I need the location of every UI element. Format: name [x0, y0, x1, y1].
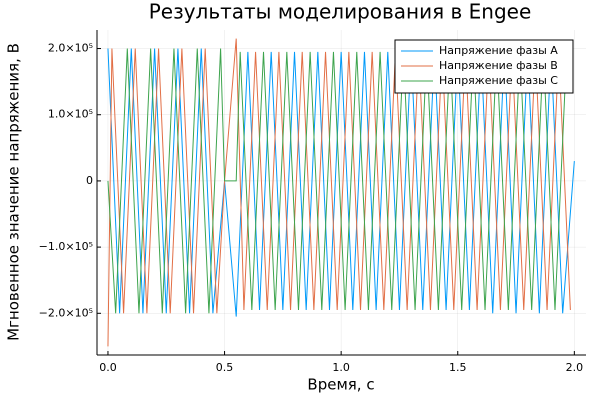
y-tick-label: 0	[86, 174, 93, 187]
legend-label: Напряжение фазы C	[439, 74, 558, 87]
y-axis-label: Мгновенное значение напряжения, В	[5, 43, 23, 341]
x-tick-label: 0.0	[99, 361, 117, 374]
y-tick-label: −2.0×10⁵	[39, 306, 93, 319]
legend-label: Напряжение фазы B	[439, 59, 558, 72]
x-tick-label: 0.5	[216, 361, 234, 374]
x-tick-label: 2.0	[566, 361, 584, 374]
x-tick-label: 1.5	[449, 361, 467, 374]
x-tick-label: 1.0	[332, 361, 350, 374]
y-tick-label: −1.0×10⁵	[39, 240, 93, 253]
x-axis-label: Время, с	[307, 376, 374, 394]
series-line	[107, 38, 571, 347]
legend: Напряжение фазы A Напряжение фазы B Напряж…	[394, 39, 574, 94]
y-tick-label: 2.0×10⁵	[48, 42, 93, 55]
chart-title: Результаты моделирования в Engee	[149, 0, 532, 24]
y-tick-label: 1.0×10⁵	[48, 108, 93, 121]
series-line	[107, 48, 568, 314]
legend-label: Напряжение фазы A	[439, 44, 558, 57]
